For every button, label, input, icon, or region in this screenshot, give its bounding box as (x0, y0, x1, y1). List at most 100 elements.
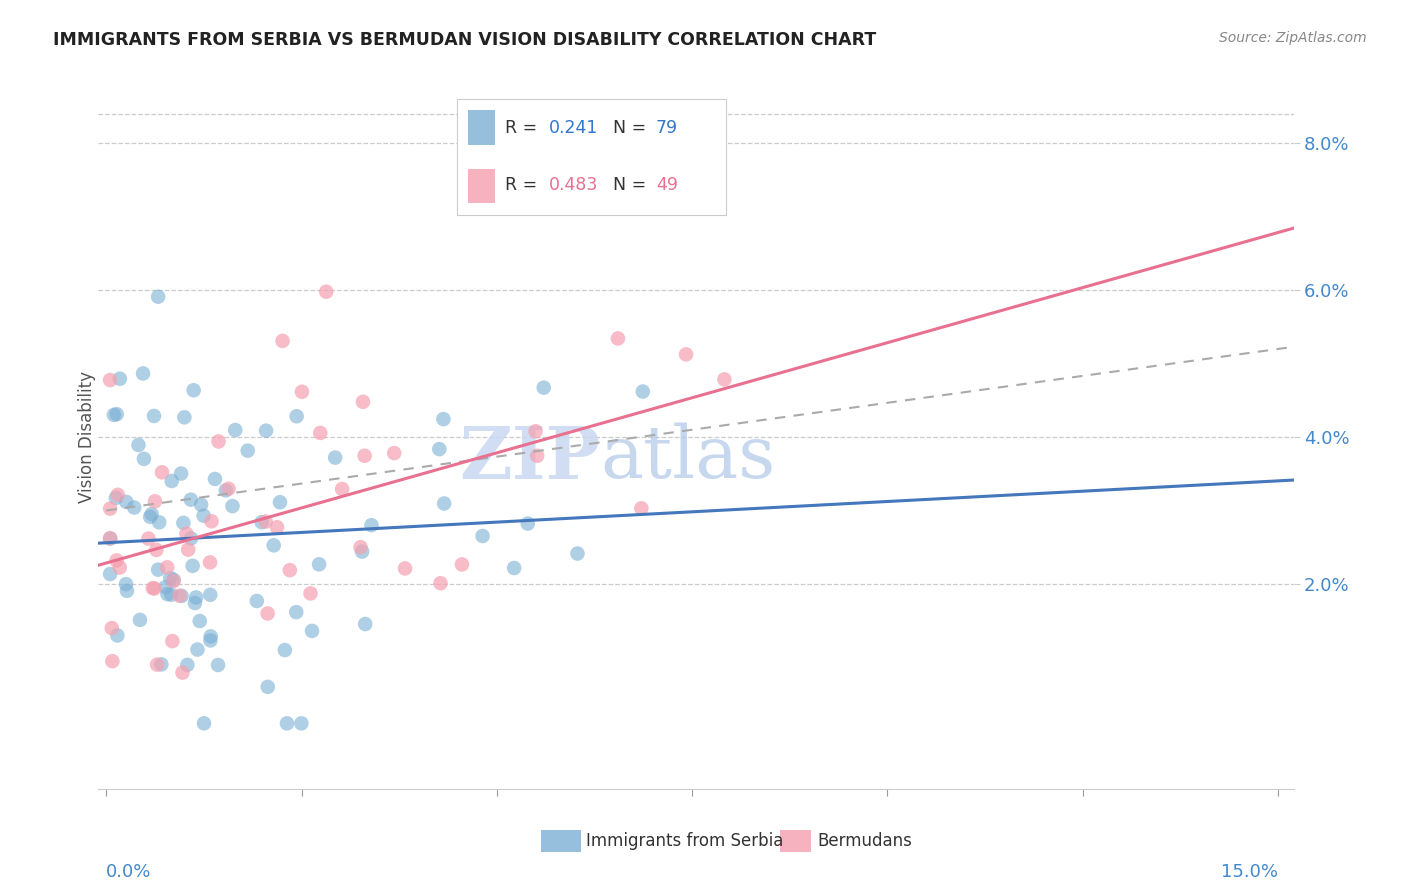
Point (108, 372, 131, 386)
Point (190, 498, 212, 512)
Point (394, 561, 416, 575)
Point (143, 494, 166, 508)
Point (160, 474, 183, 488)
Point (184, 591, 207, 605)
Point (516, 516, 538, 531)
Text: 0.0%: 0.0% (107, 863, 152, 880)
Point (141, 507, 163, 521)
Point (176, 657, 198, 672)
Point (353, 449, 375, 463)
Point (101, 621, 124, 635)
Point (104, 491, 127, 505)
Point (274, 643, 297, 657)
Point (299, 586, 322, 600)
Point (145, 543, 167, 558)
Point (224, 423, 246, 437)
Point (160, 588, 183, 602)
Point (276, 716, 298, 731)
Point (200, 633, 222, 648)
Point (163, 574, 186, 588)
Point (198, 555, 221, 569)
Point (433, 496, 456, 510)
Point (429, 576, 451, 591)
Point (607, 331, 630, 345)
Point (142, 581, 165, 595)
Point (98, 373, 121, 387)
Point (115, 577, 138, 591)
Point (176, 526, 198, 541)
Point (108, 560, 131, 574)
Point (567, 547, 589, 561)
Point (132, 367, 155, 381)
Point (271, 334, 294, 348)
Point (103, 408, 125, 422)
Point (675, 347, 697, 361)
Point (309, 425, 332, 440)
Point (308, 558, 330, 572)
Point (150, 465, 173, 479)
Point (218, 482, 240, 496)
Point (98, 532, 121, 546)
Point (172, 516, 194, 530)
Point (143, 409, 166, 423)
Point (524, 425, 547, 439)
Point (105, 553, 128, 567)
Point (148, 516, 170, 530)
Text: Bermudans: Bermudans (817, 832, 911, 850)
Point (471, 529, 494, 543)
Point (207, 658, 229, 673)
Point (278, 563, 301, 577)
Point (631, 384, 654, 399)
Point (143, 582, 166, 596)
Point (146, 563, 169, 577)
Point (323, 450, 346, 465)
Point (256, 607, 278, 621)
Point (127, 438, 149, 452)
Point (285, 605, 308, 619)
Point (432, 412, 454, 426)
Point (427, 442, 450, 456)
Point (382, 446, 405, 460)
Point (290, 716, 312, 731)
Point (98, 566, 121, 581)
Point (184, 596, 207, 610)
Text: atlas: atlas (600, 423, 776, 493)
Point (115, 583, 138, 598)
Point (150, 657, 173, 672)
Point (451, 558, 474, 572)
Point (352, 544, 374, 558)
Text: Source: ZipAtlas.com: Source: ZipAtlas.com (1219, 31, 1367, 45)
Point (177, 542, 200, 557)
Point (250, 515, 273, 529)
Point (101, 654, 124, 668)
Point (330, 482, 353, 496)
Point (269, 495, 291, 509)
Point (159, 571, 181, 585)
Point (221, 499, 243, 513)
Point (188, 614, 211, 628)
Point (263, 538, 285, 552)
Point (138, 532, 160, 546)
Text: 15.0%: 15.0% (1220, 863, 1278, 880)
Text: ZIP: ZIP (460, 423, 600, 493)
Point (132, 451, 155, 466)
Y-axis label: Vision Disability: Vision Disability (79, 371, 96, 503)
Point (526, 449, 548, 463)
Point (200, 514, 222, 528)
Point (204, 472, 226, 486)
Point (246, 594, 269, 608)
Point (146, 290, 169, 304)
Point (354, 617, 377, 632)
Point (256, 680, 278, 694)
Point (181, 558, 204, 573)
Point (503, 561, 526, 575)
Point (170, 589, 193, 603)
Point (155, 580, 177, 594)
Point (139, 509, 162, 524)
Point (173, 410, 195, 425)
Point (162, 634, 184, 648)
Point (291, 384, 314, 399)
Point (183, 383, 205, 397)
Point (215, 483, 238, 498)
Point (352, 394, 374, 409)
